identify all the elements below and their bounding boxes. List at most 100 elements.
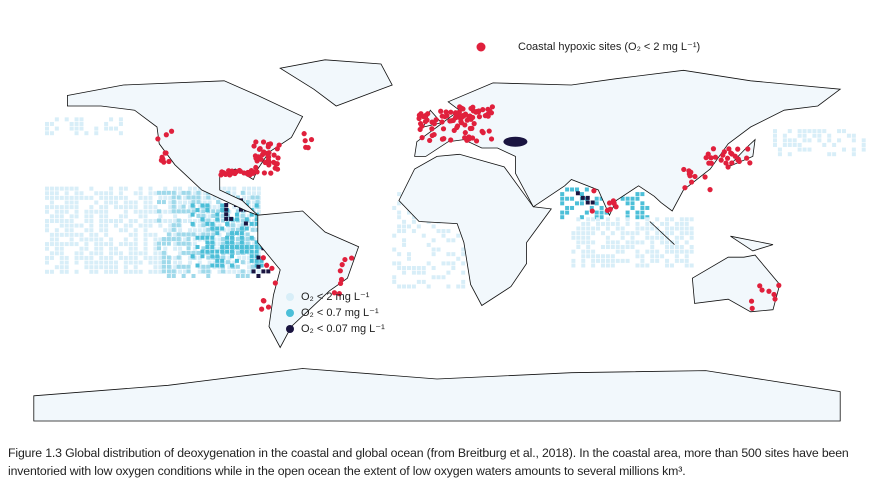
oxygen-cell	[230, 263, 235, 268]
oxygen-cell	[187, 186, 192, 191]
oxygen-cell	[187, 218, 192, 223]
oxygen-cell	[186, 264, 191, 269]
oxygen-cell	[570, 187, 575, 192]
oxygen-cell	[178, 260, 183, 265]
oxygen-cell	[64, 209, 69, 214]
oxygen-cell	[171, 237, 176, 242]
oxygen-cell	[215, 226, 220, 231]
oxygen-cell	[79, 251, 84, 256]
oxygen-cell	[402, 266, 407, 271]
oxygen-cell	[586, 254, 591, 259]
oxygen-cell	[238, 207, 243, 212]
oxygen-cell	[232, 260, 237, 265]
oxygen-cell	[195, 235, 200, 240]
oxygen-cell	[45, 218, 49, 223]
site	[233, 169, 239, 175]
oxygen-cell	[446, 284, 451, 289]
oxygen-cell	[635, 249, 640, 254]
oxygen-cell	[610, 258, 615, 263]
oxygen-cell	[84, 237, 89, 242]
oxygen-cell	[244, 226, 249, 231]
oxygen-cell	[210, 249, 215, 254]
oxygen-cell	[431, 224, 436, 229]
site	[256, 146, 263, 152]
site	[708, 155, 714, 161]
oxygen-cell	[104, 228, 109, 233]
oxygen-cell	[99, 242, 104, 247]
oxygen-cell	[230, 235, 235, 240]
oxygen-cell	[416, 270, 421, 275]
oxygen-cell	[220, 258, 225, 263]
oxygen-cell	[674, 235, 679, 240]
oxygen-cell	[227, 269, 232, 274]
oxygen-cell	[138, 195, 143, 200]
oxygen-cell	[684, 226, 689, 231]
site	[264, 262, 270, 268]
oxygen-cell	[249, 258, 254, 263]
oxygen-cell	[104, 195, 109, 200]
oxygen-cell	[109, 195, 114, 200]
oxygen-cell	[221, 213, 226, 218]
oxygen-cell	[605, 258, 610, 263]
continents	[33, 59, 842, 422]
oxygen-cell	[851, 133, 856, 138]
oxygen-cell	[186, 209, 191, 214]
oxygen-cell	[832, 152, 837, 157]
oxygen-cell	[247, 223, 252, 228]
oxygen-cell	[74, 186, 79, 191]
oxygen-cell	[256, 251, 261, 256]
oxygen-cell	[166, 260, 171, 265]
oxygen-cell	[197, 237, 202, 242]
oxygen-cell	[817, 138, 822, 143]
site	[745, 146, 751, 152]
oxygen-cell	[94, 246, 99, 251]
oxygen-cell	[245, 237, 250, 242]
oxygen-cell	[645, 235, 650, 240]
site	[305, 145, 311, 151]
oxygen-cell	[596, 258, 601, 263]
oxygen-cell	[620, 235, 625, 240]
oxygen-cell	[94, 200, 99, 205]
oxygen-cell	[128, 232, 133, 237]
oxygen-cell	[74, 255, 79, 260]
oxygen-cell	[143, 232, 148, 237]
oxygen-cell	[222, 186, 227, 191]
oxygen-cell	[69, 186, 74, 191]
oxygen-cell	[635, 210, 640, 215]
oxygen-cell	[411, 284, 416, 289]
site	[707, 187, 713, 193]
oxygen-cell	[625, 201, 630, 206]
oxygen-cell	[192, 218, 197, 223]
oxygen-cell	[49, 251, 54, 256]
oxygen-cell	[99, 260, 104, 265]
oxygen-cell	[240, 190, 245, 195]
oxygen-cell	[181, 274, 186, 278]
site	[439, 113, 445, 119]
oxygen-cell	[104, 121, 109, 126]
oxygen-cell	[227, 255, 232, 260]
site	[265, 304, 272, 310]
oxygen-cell	[197, 228, 202, 233]
oxygen-cell	[59, 195, 64, 200]
oxygen-cell	[104, 214, 109, 219]
oxygen-cell	[397, 215, 402, 220]
oxygen-cell	[411, 219, 416, 224]
oxygen-cell	[635, 221, 640, 226]
oxygen-cell	[625, 221, 630, 226]
oxygen-cell	[143, 246, 148, 251]
oxygen-cell	[64, 255, 69, 260]
oxygen-cell	[259, 263, 264, 268]
oxygen-cell	[182, 218, 187, 223]
oxygen-cell	[197, 232, 202, 237]
oxygen-cell	[148, 218, 153, 223]
site	[265, 157, 272, 164]
oxygen-cell	[54, 232, 59, 237]
oxygen-cell	[591, 249, 596, 254]
oxygen-cell	[207, 246, 212, 251]
continent	[67, 80, 304, 216]
oxygen-cell	[74, 209, 79, 214]
oxygen-cell	[212, 205, 217, 210]
site	[162, 150, 168, 156]
oxygen-cell	[254, 258, 259, 263]
oxygen-cell	[234, 231, 239, 236]
